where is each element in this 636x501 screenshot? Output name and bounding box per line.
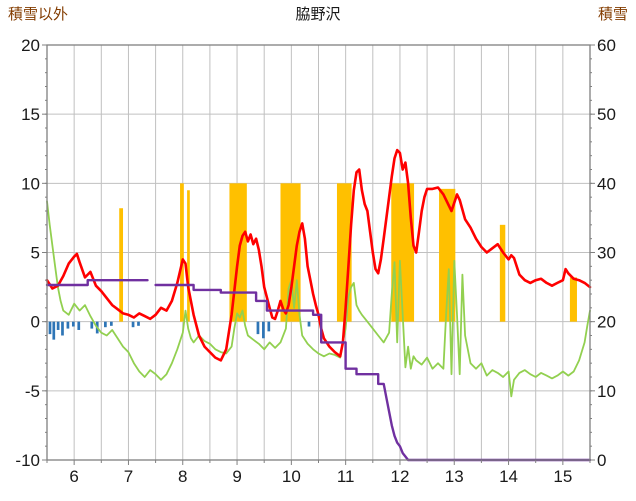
right-axis-label: 50 xyxy=(597,105,616,124)
precip-bars xyxy=(66,321,70,329)
x-axis-label: 12 xyxy=(390,467,409,486)
precip-bars xyxy=(307,321,311,327)
x-axis-label: 9 xyxy=(232,467,241,486)
right-axis-label: 10 xyxy=(597,382,616,401)
left-axis-title: 積雪以外 xyxy=(8,6,69,23)
right-axis-label: 20 xyxy=(597,313,616,332)
precip-bars xyxy=(104,321,107,328)
precip-bars xyxy=(267,321,271,332)
left-axis-label: 0 xyxy=(31,313,40,332)
x-axis-label: 10 xyxy=(282,467,301,486)
x-axis-label: 14 xyxy=(499,467,518,486)
right-axis-label: 0 xyxy=(597,451,606,470)
x-axis-label: 6 xyxy=(69,467,78,486)
precip-bars xyxy=(109,321,113,326)
snow-depth-line xyxy=(154,283,592,462)
left-axis-label: 15 xyxy=(21,105,40,124)
x-axis-label: 13 xyxy=(445,467,464,486)
right-axis-label: 30 xyxy=(597,244,616,263)
left-axis-label: -5 xyxy=(25,382,40,401)
snow-depth-line xyxy=(45,279,149,287)
right-axis-label: 40 xyxy=(597,174,616,193)
left-axis-label: 5 xyxy=(31,244,40,263)
precip-bars xyxy=(48,321,52,335)
right-axis-title: 積雪 xyxy=(597,6,628,23)
left-axis-label: 20 xyxy=(21,36,40,55)
sunshine-bars xyxy=(439,188,456,322)
precip-bars xyxy=(61,321,64,336)
precip-bars xyxy=(131,321,135,328)
precip-bars xyxy=(256,321,260,335)
precip-bars xyxy=(262,321,265,339)
green-line xyxy=(46,200,591,398)
precip-bars xyxy=(77,321,81,330)
x-axis-label: 7 xyxy=(124,467,133,486)
sunshine-bars xyxy=(119,208,124,322)
left-axis-label: 10 xyxy=(21,174,40,193)
precip-bars xyxy=(52,321,56,340)
sunshine-bars xyxy=(391,183,415,322)
x-axis-label: 15 xyxy=(553,467,572,486)
precip-bars xyxy=(56,321,60,330)
x-axis-label: 11 xyxy=(337,467,355,486)
chart-title: 脇野沢 xyxy=(295,6,341,23)
left-axis-label: -10 xyxy=(15,451,40,470)
x-axis-label: 8 xyxy=(178,467,187,486)
sunshine-bars xyxy=(180,183,184,322)
sunshine-bars xyxy=(187,190,190,322)
precip-bars xyxy=(137,321,140,326)
right-axis-label: 60 xyxy=(597,36,616,55)
precip-bars xyxy=(71,321,75,327)
sunshine-bars xyxy=(499,224,506,322)
sunshine-bars xyxy=(569,277,577,322)
precip-bars xyxy=(90,321,94,329)
